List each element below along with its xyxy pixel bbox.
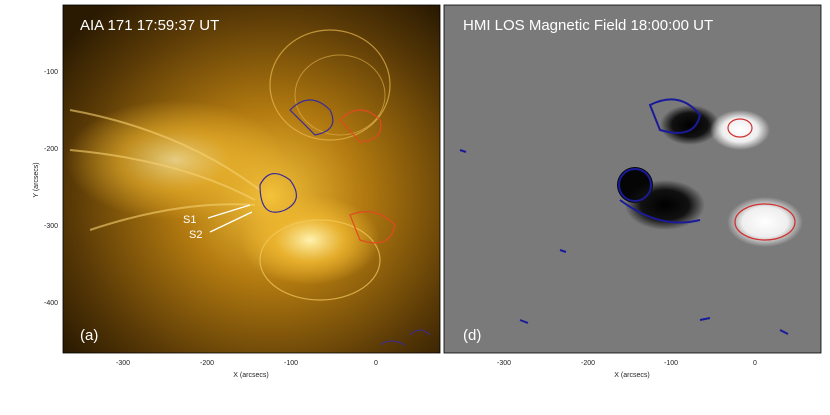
panel-label: (a) [80, 327, 98, 344]
y-tick-label: -300 [44, 223, 58, 230]
panel-label: (d) [463, 327, 481, 344]
x-tick-label: 0 [753, 360, 757, 367]
x-tick-label: 0 [374, 360, 378, 367]
x-ticks: -300 -200 -100 0 [116, 360, 378, 367]
x-axis-label: X (arcsecs) [233, 372, 268, 379]
x-axis-label: X (arcsecs) [614, 372, 649, 379]
panel-frame [443, 4, 822, 354]
panel-frame [62, 4, 441, 354]
y-ticks: -100 -200 -300 -400 [44, 69, 58, 307]
x-tick-label: -100 [284, 360, 298, 367]
pointer [209, 211, 253, 233]
y-axis-label: Y (arcsecs) [33, 162, 40, 197]
x-ticks: -300 -200 -100 0 [497, 360, 757, 367]
panel-title: AIA 171 17:59:37 UT [80, 17, 219, 34]
pointer [207, 204, 251, 219]
annotation: S2 [189, 229, 202, 241]
x-tick-label: -200 [200, 360, 214, 367]
aia-image [63, 5, 440, 353]
x-tick-label: -300 [116, 360, 130, 367]
x-tick-label: -200 [581, 360, 595, 367]
y-tick-label: -100 [44, 69, 58, 76]
y-tick-label: -200 [44, 146, 58, 153]
annotation: S1 [183, 214, 196, 226]
y-tick-label: -400 [44, 300, 58, 307]
x-tick-label: -300 [497, 360, 511, 367]
hmi-image [444, 5, 821, 353]
x-tick-label: -100 [664, 360, 678, 367]
panel-title: HMI LOS Magnetic Field 18:00:00 UT [463, 17, 713, 34]
